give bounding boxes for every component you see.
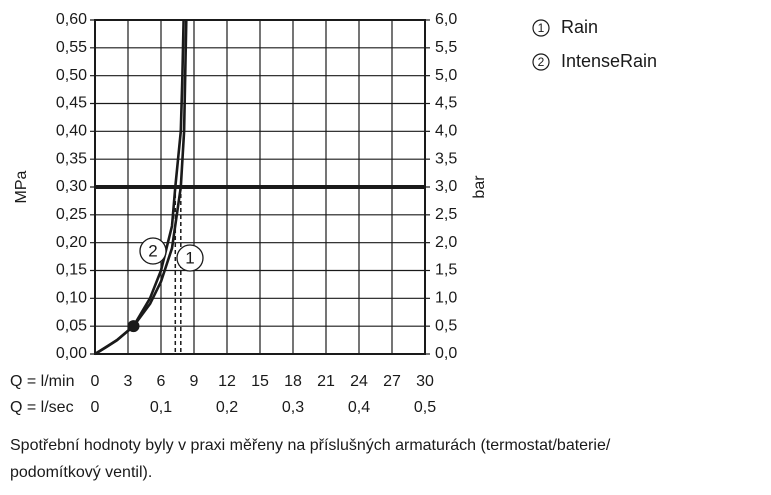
- legend-number: 1: [538, 21, 545, 35]
- x-tick-label: 30: [416, 373, 434, 390]
- y-axis-label: MPa: [13, 170, 30, 203]
- y-tick-label: 0,05: [56, 317, 87, 334]
- y-tick-label: 0,55: [56, 39, 87, 56]
- y-tick-label: 0,20: [56, 234, 87, 251]
- curve-label: 2: [148, 241, 157, 260]
- series-line: [94, 19, 185, 356]
- x-tick-label: 6: [157, 373, 166, 390]
- caption: podomítkový ventil).: [10, 464, 152, 481]
- y2-tick-label: 2,5: [435, 206, 457, 223]
- x2-tick-label: 0,5: [414, 399, 436, 416]
- x-tick-label: 21: [317, 373, 335, 390]
- x-tick-label: 24: [350, 373, 368, 390]
- legend-circle: [532, 19, 550, 37]
- y2-tick-label: 4,0: [435, 123, 457, 140]
- y2-tick-label: 0,5: [435, 317, 457, 334]
- y2-tick-label: 2,0: [435, 234, 457, 251]
- y2-tick-label: 1,0: [435, 290, 457, 307]
- y2-tick-label: 6,0: [435, 11, 457, 28]
- y2-tick-label: 3,5: [435, 150, 457, 167]
- legend-label: Rain: [561, 17, 598, 37]
- y-tick-label: 0,50: [56, 67, 87, 84]
- x-tick-label: 9: [190, 373, 199, 390]
- y-tick-label: 0,10: [56, 290, 87, 307]
- y2-tick-label: 0,0: [435, 345, 457, 362]
- y-tick-label: 0,40: [56, 123, 87, 140]
- x2-tick-label: 0,2: [216, 399, 238, 416]
- legend-number: 2: [538, 55, 545, 69]
- x-tick-label: 27: [383, 373, 401, 390]
- legend-label: IntenseRain: [561, 51, 657, 71]
- y-tick-label: 0,60: [56, 11, 87, 28]
- y2-tick-label: 5,5: [435, 39, 457, 56]
- y2-tick-label: 5,0: [435, 67, 457, 84]
- x-tick-label: 18: [284, 373, 302, 390]
- x2-tick-label: 0: [91, 399, 100, 416]
- caption: Spotřební hodnoty byly v praxi měřeny na…: [10, 437, 611, 454]
- y2-tick-label: 3,0: [435, 178, 457, 195]
- x2-tick-label: 0,4: [348, 399, 370, 416]
- y-tick-label: 0,30: [56, 178, 87, 195]
- x2-tick-label: 0,3: [282, 399, 304, 416]
- y-tick-label: 0,45: [56, 95, 87, 112]
- x-tick-label: 15: [251, 373, 269, 390]
- x2-tick-label: 0,1: [150, 399, 172, 416]
- marker-dot: [127, 320, 140, 333]
- y-tick-label: 0,00: [56, 345, 87, 362]
- curve-label-circle: [139, 237, 167, 265]
- curve-label-circle: [176, 244, 204, 272]
- x-axis-label: Q = l/min: [10, 373, 74, 390]
- x-tick-label: 3: [124, 373, 133, 390]
- y2-tick-label: 4,5: [435, 95, 457, 112]
- y-tick-label: 0,35: [56, 150, 87, 167]
- y-tick-label: 0,25: [56, 206, 87, 223]
- x-tick-label: 12: [218, 373, 236, 390]
- y2-axis-label: bar: [471, 175, 488, 199]
- curve-label: 1: [185, 248, 194, 267]
- x-tick-label: 0: [91, 373, 100, 390]
- y-tick-label: 0,15: [56, 262, 87, 279]
- legend-circle: [532, 53, 550, 71]
- y2-tick-label: 1,5: [435, 262, 457, 279]
- x2-axis-label: Q = l/sec: [10, 399, 74, 416]
